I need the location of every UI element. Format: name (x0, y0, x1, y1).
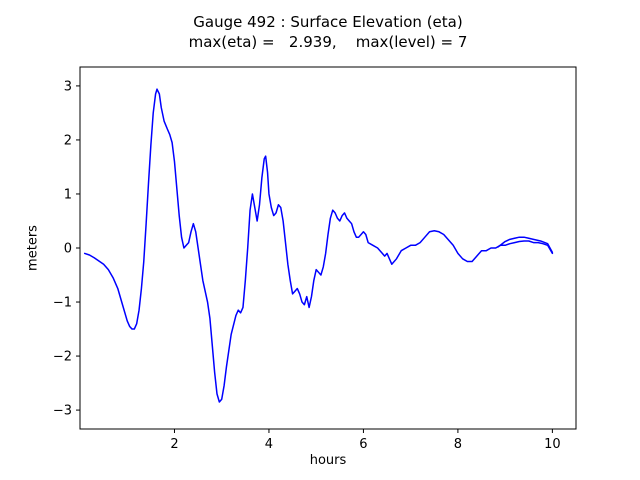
axes-frame (79, 66, 577, 430)
x-tick-label: 8 (454, 437, 462, 452)
y-tick-label: 1 (64, 187, 72, 202)
y-tick-label: 0 (64, 242, 72, 257)
series-line-eta (83, 88, 554, 403)
x-tick-label: 10 (544, 437, 561, 452)
series-line-eta-overlay (497, 236, 554, 254)
x-tick-label: 4 (265, 437, 273, 452)
y-tick-label: −3 (53, 404, 72, 419)
x-axis-label: hours (309, 453, 347, 468)
chart-subtitle: max(eta) = 2.939, max(level) = 7 (188, 33, 468, 51)
y-tick-label: 2 (64, 133, 72, 148)
y-tick-label: −1 (53, 296, 72, 311)
chart-title: Gauge 492 : Surface Elevation (eta) (193, 13, 463, 31)
y-tick-label: −2 (53, 350, 72, 365)
x-tick-label: 2 (170, 437, 178, 452)
y-tick-label: 3 (64, 79, 72, 94)
x-tick-label: 6 (359, 437, 367, 452)
